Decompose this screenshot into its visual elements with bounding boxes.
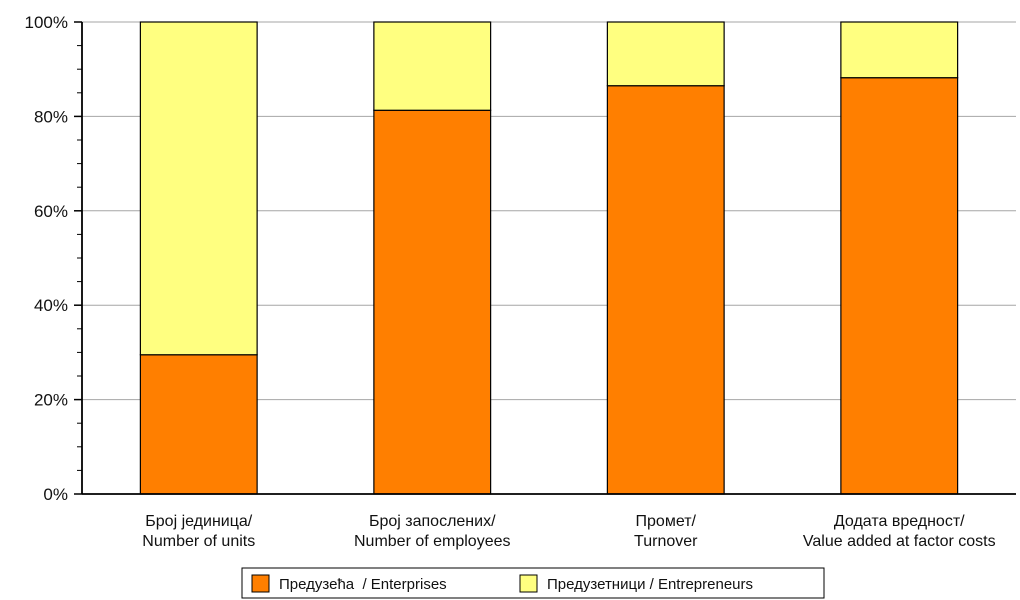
category-label: Turnover <box>634 533 698 550</box>
category-label: Промет/ <box>636 513 697 530</box>
category-labels: Број јединица/Number of units Број запосл… <box>142 513 995 550</box>
bar-segment-enterprises <box>840 77 959 495</box>
bar-segment-enterprises <box>139 354 258 495</box>
bar-segment-enterprises <box>606 85 725 495</box>
bars-group <box>139 21 959 495</box>
category-label: Број запослених/ <box>369 513 496 530</box>
category-label: Value added at factor costs <box>803 533 996 550</box>
y-tick-label: 40% <box>34 296 68 315</box>
category-label: Number of units <box>142 533 255 550</box>
bar-segment-enterprises <box>373 109 492 495</box>
legend: Предузећа / Enterprises Предузетници / En… <box>241 567 825 599</box>
axes-group <box>74 21 1016 495</box>
y-tick-labels: 0% 20% 40% 60% 80% 100% <box>25 13 68 504</box>
y-tick-label: 80% <box>34 107 68 126</box>
legend-label: Предузетници / Entrepreneurs <box>547 576 753 593</box>
bar-segment-entrepreneurs <box>139 21 258 356</box>
y-tick-label: 60% <box>34 202 68 221</box>
legend-swatch <box>251 574 270 593</box>
y-tick-label: 100% <box>25 13 68 32</box>
y-tick-label: 20% <box>34 391 68 410</box>
bar-segment-entrepreneurs <box>840 21 959 79</box>
bar-segment-entrepreneurs <box>606 21 725 87</box>
category-label: Додата вредност/ <box>834 513 965 530</box>
legend-label: Предузећа / Enterprises <box>279 576 447 593</box>
bar-segment-entrepreneurs <box>373 21 492 111</box>
category-label: Број јединица/ <box>145 513 253 530</box>
category-label: Number of employees <box>354 533 511 550</box>
y-tick-label: 0% <box>43 485 68 504</box>
legend-swatch <box>519 574 538 593</box>
